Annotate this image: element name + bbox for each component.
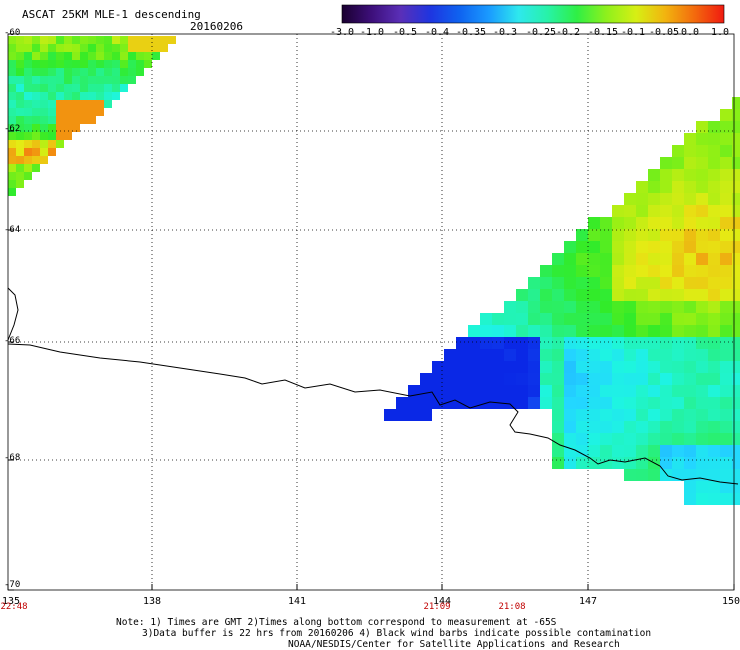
- lat-lon-grid: [8, 34, 734, 590]
- colorbar-tick: 1.0: [710, 27, 730, 38]
- map-border: [7, 33, 735, 591]
- note-line-2: 3)Data buffer is 22 hrs from 20160206 4)…: [142, 628, 652, 639]
- lon-label: 144: [432, 596, 452, 607]
- product-title: ASCAT 25KM MLE-1 descending: [22, 8, 201, 21]
- colorbar: [341, 4, 725, 24]
- colorbar-tick: -0.2: [555, 27, 581, 38]
- colorbar-tick: -0.1: [620, 27, 646, 38]
- lat-label: -66: [4, 336, 21, 346]
- lon-label: 135: [1, 596, 21, 607]
- time-label: 21:09: [423, 602, 451, 612]
- lat-label: -70: [4, 580, 21, 590]
- colorbar-tick: -0.25: [525, 27, 557, 38]
- time-label: 22:48: [0, 602, 28, 612]
- colorbar-tick: -0.4: [424, 27, 450, 38]
- lat-label: -60: [4, 28, 21, 38]
- lat-label: -62: [4, 124, 21, 134]
- antarctic-coastline: [7, 287, 739, 485]
- map-frame: [7, 33, 735, 591]
- lat-label: -64: [4, 225, 21, 235]
- colorbar-tick: -0.5: [392, 27, 418, 38]
- colorbar-gradient: [341, 4, 725, 24]
- lon-label: 150: [721, 596, 740, 607]
- colorbar-tick: -0.15: [587, 27, 619, 38]
- product-date: 20160206: [190, 20, 243, 33]
- lon-label: 141: [287, 596, 307, 607]
- coastline-path: [7, 287, 739, 485]
- wind-data-swath: [8, 36, 740, 505]
- colorbar-tick: -0.05: [648, 27, 680, 38]
- lon-label: 138: [142, 596, 162, 607]
- colorbar-tick: -0.35: [455, 27, 487, 38]
- lat-label: -68: [4, 453, 21, 463]
- colorbar-tick: -0.3: [492, 27, 518, 38]
- note-line-3: NOAA/NESDIS/Center for Satellite Applica…: [288, 639, 620, 650]
- colorbar-tick: -1.0: [359, 27, 385, 38]
- colorbar-tick: 0.0: [680, 27, 700, 38]
- colorbar-tick: -3.0: [329, 27, 355, 38]
- lon-label: 147: [578, 596, 598, 607]
- note-line-1: Note: 1) Times are GMT 2)Times along bot…: [116, 617, 557, 628]
- time-label: 21:08: [498, 602, 526, 612]
